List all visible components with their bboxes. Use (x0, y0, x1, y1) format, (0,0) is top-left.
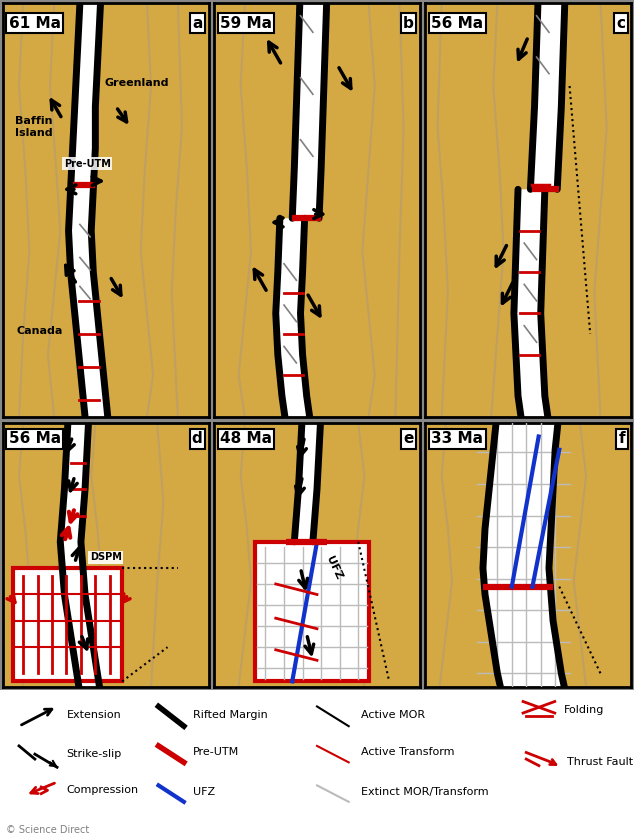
Text: Folding: Folding (564, 705, 605, 715)
Text: UFZ: UFZ (324, 555, 343, 582)
Text: Strike-slip: Strike-slip (67, 749, 122, 759)
Text: 59 Ma: 59 Ma (220, 16, 272, 31)
Text: Active MOR: Active MOR (361, 710, 425, 720)
Text: f: f (619, 432, 625, 447)
Text: 56 Ma: 56 Ma (9, 432, 61, 447)
Polygon shape (60, 410, 101, 700)
Polygon shape (531, 0, 566, 189)
Text: b: b (403, 16, 414, 31)
Polygon shape (68, 0, 110, 437)
Text: DSPM: DSPM (90, 552, 122, 562)
Text: Rifted Margin: Rifted Margin (193, 710, 268, 720)
Text: © Science Direct: © Science Direct (6, 825, 89, 835)
Polygon shape (276, 218, 315, 458)
Text: Greenland: Greenland (105, 78, 169, 88)
Text: Active Transform: Active Transform (361, 747, 455, 758)
Text: Thrust Faulting: Thrust Faulting (567, 758, 634, 768)
Text: Extinct MOR/Transform: Extinct MOR/Transform (361, 787, 489, 797)
Text: 48 Ma: 48 Ma (220, 432, 272, 447)
Polygon shape (294, 410, 321, 542)
Polygon shape (292, 0, 327, 218)
Text: 33 Ma: 33 Ma (431, 432, 483, 447)
Text: 61 Ma: 61 Ma (9, 16, 61, 31)
Text: UFZ: UFZ (193, 787, 216, 797)
Text: Extension: Extension (67, 710, 121, 720)
Polygon shape (483, 410, 569, 713)
Text: d: d (192, 432, 203, 447)
Text: e: e (404, 432, 414, 447)
Text: a: a (192, 16, 203, 31)
Polygon shape (255, 542, 368, 681)
Text: 56 Ma: 56 Ma (431, 16, 484, 31)
Polygon shape (13, 568, 122, 681)
Text: Canada: Canada (16, 326, 63, 336)
Text: Pre-UTM: Pre-UTM (193, 747, 240, 758)
Text: c: c (616, 16, 625, 31)
Text: Pre-UTM: Pre-UTM (63, 158, 110, 168)
Polygon shape (514, 189, 551, 458)
Text: Compression: Compression (67, 785, 139, 795)
Text: Baffin
Island: Baffin Island (15, 116, 52, 137)
